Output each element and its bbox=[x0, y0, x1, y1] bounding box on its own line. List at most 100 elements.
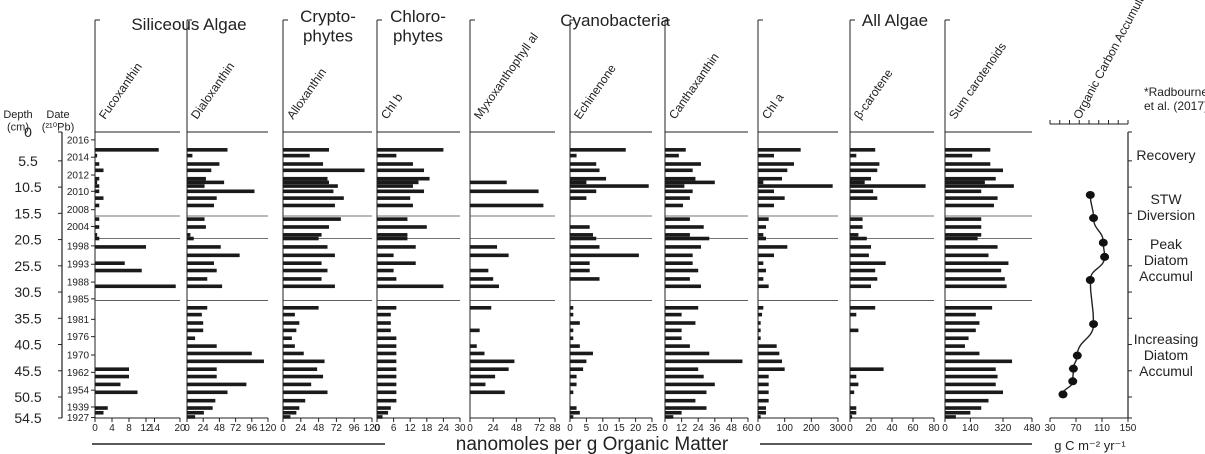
bar bbox=[945, 233, 982, 237]
x-tick-label: 48 bbox=[726, 423, 738, 434]
bar bbox=[570, 344, 580, 348]
bar bbox=[95, 236, 100, 241]
date-tick-label: 2004 bbox=[67, 222, 90, 233]
depth-tick-label: 45.5 bbox=[14, 363, 41, 379]
bar bbox=[187, 406, 213, 410]
zone-label: Peak Diatom Accumul bbox=[1139, 236, 1193, 284]
bar bbox=[758, 168, 788, 173]
bar bbox=[377, 374, 397, 379]
depth-tick-label: 30.5 bbox=[14, 284, 41, 300]
bar bbox=[283, 233, 322, 237]
x-tick-label: 0 bbox=[942, 423, 948, 434]
x-tick-label: 300 bbox=[830, 423, 847, 434]
depth-tick-label: 40.5 bbox=[14, 337, 41, 353]
bar bbox=[95, 217, 100, 221]
bar bbox=[470, 359, 515, 364]
bar bbox=[95, 410, 104, 415]
bar bbox=[187, 236, 194, 241]
bar bbox=[945, 374, 998, 379]
date-tick-label: 1988 bbox=[67, 278, 90, 289]
bar bbox=[377, 359, 397, 364]
citation-label: *Radbourne et al. (2017) bbox=[1144, 85, 1205, 113]
bar bbox=[470, 268, 489, 273]
bar bbox=[283, 328, 297, 333]
bar bbox=[945, 410, 971, 415]
bar bbox=[283, 374, 324, 379]
bar bbox=[283, 382, 312, 387]
date-tick-label: 1927 bbox=[67, 413, 90, 424]
bar bbox=[377, 245, 416, 249]
bar bbox=[470, 245, 498, 249]
bar bbox=[283, 184, 338, 188]
panel-canthaxanthin: Canthaxanthin 0 12 24 36 48 60 bbox=[662, 19, 754, 434]
bar bbox=[570, 233, 593, 237]
bar bbox=[470, 203, 544, 208]
bar bbox=[758, 367, 785, 371]
group-headers: Siliceous Algae Crypto-phytesChloro-phyte… bbox=[131, 7, 928, 46]
bar bbox=[187, 398, 216, 403]
text-line: Diatom bbox=[1144, 252, 1188, 268]
x-tick-label: 0 bbox=[92, 423, 98, 434]
pigment-label: Canthaxanthin bbox=[666, 50, 722, 121]
bar bbox=[95, 203, 100, 208]
bar bbox=[945, 359, 1013, 364]
bar bbox=[758, 328, 761, 333]
bar bbox=[945, 367, 996, 371]
bar bbox=[95, 176, 100, 181]
bar bbox=[945, 268, 1002, 273]
bar bbox=[850, 406, 857, 410]
bar bbox=[187, 351, 252, 356]
bar bbox=[945, 406, 982, 410]
bar bbox=[850, 374, 857, 379]
bar bbox=[283, 225, 329, 229]
bar bbox=[945, 351, 980, 356]
bar bbox=[758, 203, 774, 208]
x-tick-label: 96 bbox=[349, 423, 361, 434]
bar bbox=[945, 344, 965, 348]
bar bbox=[95, 374, 129, 379]
date-tick-label: 2016 bbox=[67, 135, 90, 146]
x-tick-label: 0 bbox=[467, 423, 473, 434]
bar bbox=[850, 217, 863, 221]
x-tick-label: 140 bbox=[962, 423, 979, 434]
bar bbox=[187, 196, 217, 200]
bar bbox=[758, 351, 780, 356]
panel-dialoxanthin: Dialoxanthin 0 24 48 72 96 120 bbox=[184, 19, 277, 434]
bar bbox=[850, 382, 859, 387]
bar bbox=[377, 162, 413, 166]
x-tick-label: 24 bbox=[693, 423, 705, 434]
panel-echinenone: Echinenone 0 5 10 15 20 25 bbox=[567, 19, 658, 434]
bar bbox=[945, 245, 998, 249]
bar bbox=[850, 268, 876, 273]
bar bbox=[283, 277, 322, 281]
x-tick-label: 36 bbox=[709, 423, 721, 434]
bar bbox=[945, 225, 982, 229]
bar bbox=[570, 367, 584, 371]
bar bbox=[850, 312, 857, 317]
date-tick-label: 1962 bbox=[67, 368, 90, 379]
depth-tick-label: 50.5 bbox=[14, 389, 41, 405]
bar bbox=[187, 184, 205, 188]
x-tick-label: 5 bbox=[584, 423, 590, 434]
depth-tick-label: 15.5 bbox=[14, 205, 41, 221]
x-tick-label: 72 bbox=[331, 423, 343, 434]
zone-label: Recovery bbox=[1136, 147, 1195, 163]
date-tick-label: 2014 bbox=[67, 153, 90, 164]
bar bbox=[570, 189, 597, 194]
bar bbox=[850, 328, 859, 333]
bar bbox=[377, 382, 397, 387]
bar bbox=[665, 284, 701, 289]
pigment-label: Echinenone bbox=[571, 62, 619, 122]
bar bbox=[850, 184, 926, 188]
bar bbox=[665, 153, 679, 158]
bar bbox=[187, 245, 221, 249]
x-tick-label: 0 bbox=[755, 423, 761, 434]
bar bbox=[570, 162, 597, 166]
bar bbox=[665, 253, 693, 258]
bar bbox=[758, 359, 782, 364]
x-tick-label: 30 bbox=[454, 423, 466, 434]
bar bbox=[377, 305, 397, 310]
date-tick-label: 2010 bbox=[67, 187, 90, 198]
bar bbox=[377, 233, 408, 237]
bar bbox=[570, 261, 590, 265]
